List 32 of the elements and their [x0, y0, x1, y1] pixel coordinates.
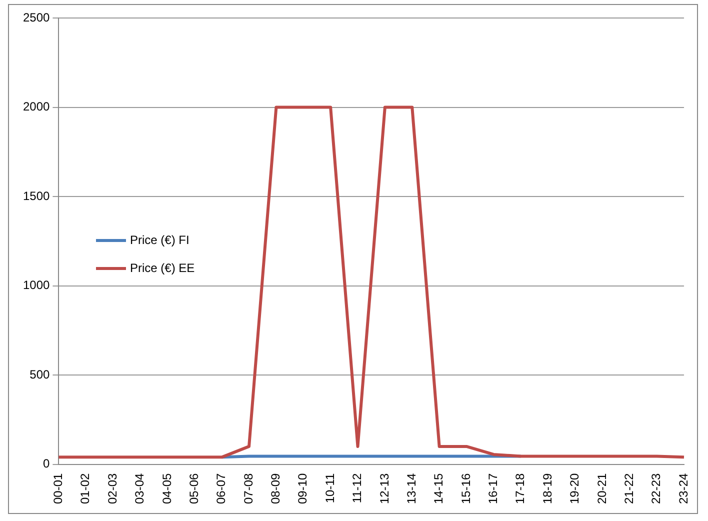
legend-label: Price (€) EE [130, 261, 195, 275]
x-tick-label: 22-23 [649, 472, 664, 504]
x-tick-label: 16-17 [486, 472, 500, 504]
x-tick-label: 05-06 [186, 472, 201, 504]
y-tick-label: 1000 [22, 278, 50, 292]
legend-label: Price (€) FI [130, 233, 190, 247]
x-tick-label: 15-16 [458, 472, 473, 504]
x-tick-label: 14-15 [432, 472, 446, 504]
x-tick-label: 06-07 [214, 472, 228, 504]
x-tick-label: 23-24 [676, 472, 690, 504]
x-tick-label: 18-19 [540, 472, 554, 504]
x-tick-label: 08-09 [268, 472, 283, 504]
x-tick-label: 03-04 [132, 472, 147, 504]
x-tick-label: 02-03 [105, 472, 120, 504]
x-tick-label: 19-20 [568, 472, 582, 504]
x-tick-label: 09-10 [296, 472, 310, 504]
y-tick-label: 500 [30, 367, 50, 382]
x-tick-label: 13-14 [404, 472, 418, 504]
x-tick-label: 10-11 [322, 472, 337, 504]
y-tick-label: 2000 [22, 100, 50, 114]
y-tick-label: 2500 [22, 10, 50, 24]
x-tick-label: 17-18 [513, 472, 528, 504]
x-tick-label: 12-13 [377, 472, 392, 504]
x-tick-label: 01-02 [78, 472, 92, 504]
x-tick-label: 11-12 [350, 472, 364, 504]
x-tick-label: 07-08 [241, 472, 256, 504]
x-tick-label: 21-22 [622, 472, 636, 504]
x-tick-label: 20-21 [594, 472, 609, 504]
x-tick-label: 00-01 [51, 472, 66, 504]
x-tick-label: 04-05 [160, 472, 174, 504]
y-tick-label: 1500 [22, 188, 50, 203]
y-tick-label: 0 [43, 456, 50, 471]
